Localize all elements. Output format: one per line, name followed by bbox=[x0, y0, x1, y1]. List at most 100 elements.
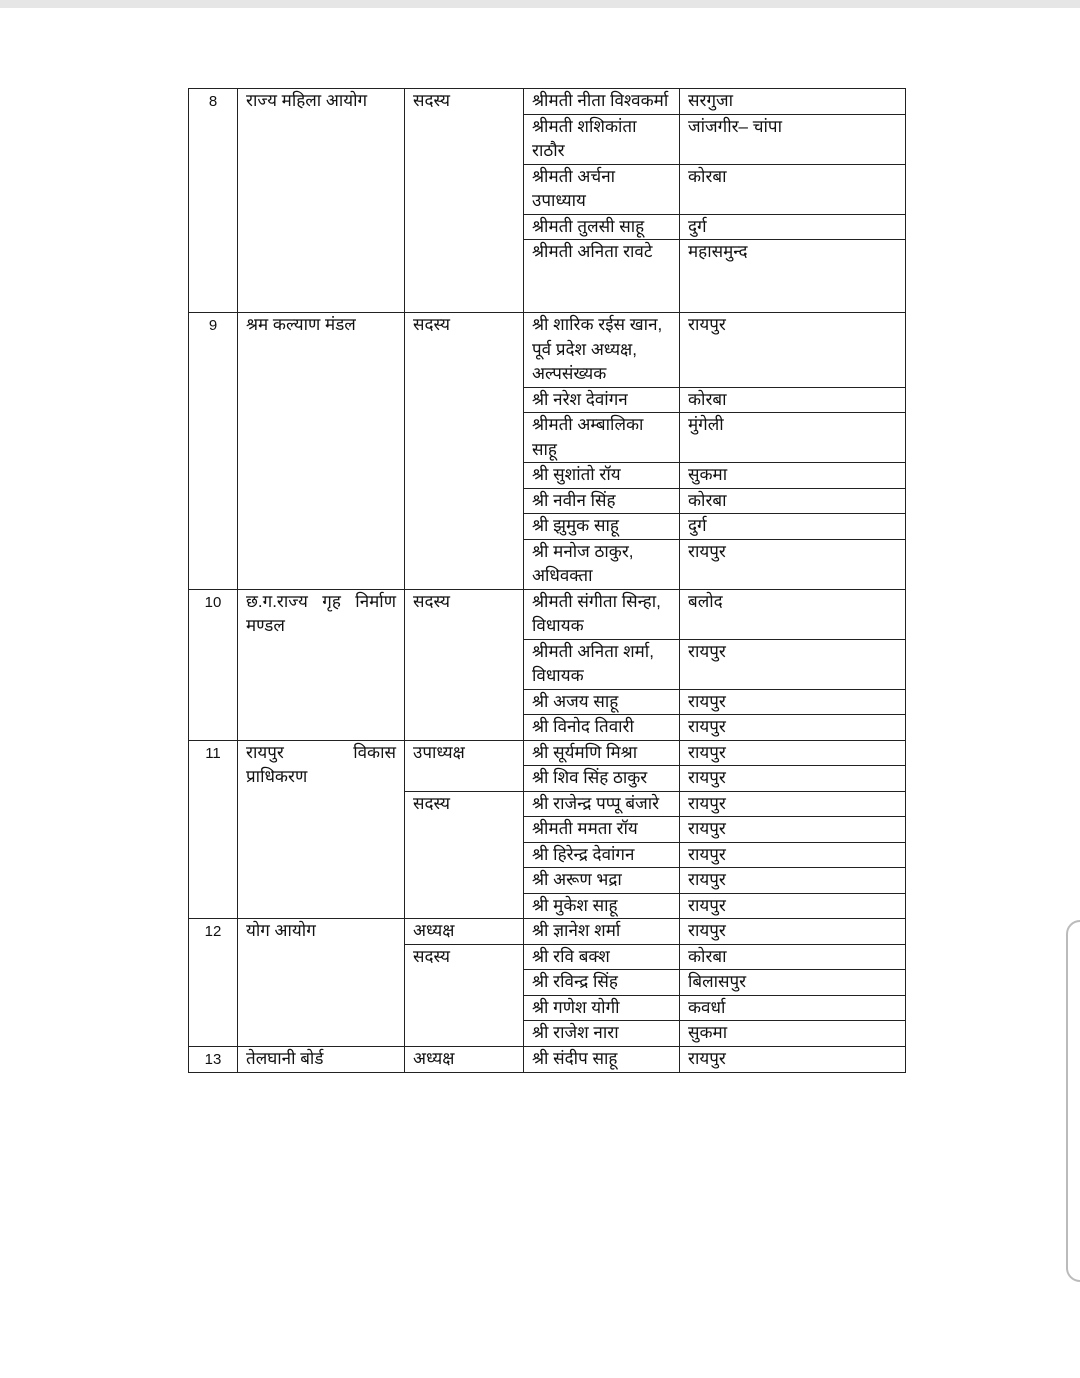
member-name: श्री झुमुक साहू bbox=[523, 513, 680, 540]
district: रायपुर bbox=[679, 918, 906, 945]
table-row: 10 छ.ग.राज्य गृह निर्माण मण्डल सदस्य श्रीमत… bbox=[188, 588, 906, 741]
member-name: श्रीमती शशिकांता राठौर bbox=[523, 113, 680, 165]
table-row: श्रीमती अर्चना उपाध्याय कोरबा bbox=[189, 163, 906, 215]
role: उपाध्यक्ष bbox=[404, 739, 524, 792]
body-name: श्रम कल्याण मंडल bbox=[237, 312, 405, 590]
member-name: श्री विनोद तिवारी bbox=[523, 714, 680, 741]
member-name: श्री नवीन सिंह bbox=[523, 487, 680, 514]
body-name: तेलघानी बोर्ड bbox=[237, 1045, 405, 1073]
district: रायपुर bbox=[679, 638, 906, 690]
table-body: 8 राज्य महिला आयोग सदस्य श्रीमती नीता विश्व… bbox=[188, 88, 906, 1073]
member-name: श्री सुशांतो रॉय bbox=[523, 462, 680, 489]
role: सदस्य bbox=[404, 943, 524, 1047]
district: सरगुजा bbox=[679, 88, 906, 115]
district: रायपुर bbox=[679, 714, 906, 741]
serial-number: 10 bbox=[188, 588, 238, 741]
table-row: श्रीमती अनिता शर्मा, विधायक रायपुर bbox=[189, 638, 906, 690]
member-name: श्रीमती अम्बालिका साहू bbox=[523, 412, 680, 463]
table-row: श्रीमती अनिता रावटे महासमुन्द bbox=[189, 239, 906, 313]
role: सदस्य bbox=[404, 790, 524, 919]
member-name: श्रीमती नीता विश्वकर्मा bbox=[523, 88, 680, 115]
table-row: श्री अरूण भद्रा रायपुर bbox=[189, 867, 906, 894]
table-row: श्री राजेश नारा सुकमा bbox=[189, 1020, 906, 1047]
district: सुकमा bbox=[679, 1020, 906, 1047]
serial-number: 11 bbox=[188, 739, 238, 919]
district: रायपुर bbox=[679, 538, 906, 590]
member-name: श्री रवि बक्श bbox=[523, 943, 680, 970]
district: बिलासपुर bbox=[679, 969, 906, 996]
table-row: श्री मनोज ठाकुर, अधिवक्ता रायपुर bbox=[189, 538, 906, 590]
district: रायपुर bbox=[679, 867, 906, 894]
district: बलोद bbox=[679, 588, 906, 640]
table-row: श्रीमती अम्बालिका साहू मुंगेली bbox=[189, 412, 906, 463]
member-name: श्री रविन्द्र सिंह bbox=[523, 969, 680, 996]
district: रायपुर bbox=[679, 816, 906, 843]
district: रायपुर bbox=[679, 841, 906, 868]
district: सुकमा bbox=[679, 462, 906, 489]
serial-number: 12 bbox=[188, 918, 238, 1047]
member-name: श्रीमती अनिता रावटे bbox=[523, 239, 680, 313]
table-row: श्री गणेश योगी कवर्धा bbox=[189, 994, 906, 1021]
district: रायपुर bbox=[679, 790, 906, 817]
district: रायपुर bbox=[679, 1045, 906, 1073]
table-row: सदस्य श्री राजेन्द्र पप्पू बंजारे रायपुर bbox=[189, 790, 906, 919]
table-row: 9 श्रम कल्याण मंडल सदस्य श्री शारिक रईस खान… bbox=[188, 312, 906, 590]
table-row: श्री नरेश देवांगन कोरबा bbox=[189, 386, 906, 413]
side-panel-handle[interactable] bbox=[1066, 920, 1080, 1282]
member-name: श्री हिरेन्द्र देवांगन bbox=[523, 841, 680, 868]
body-name: छ.ग.राज्य गृह निर्माण मण्डल bbox=[237, 588, 405, 741]
member-name: श्रीमती अनिता शर्मा, विधायक bbox=[523, 638, 680, 690]
body-name: रायपुर विकास प्राधिकरण bbox=[237, 739, 405, 919]
district: दुर्ग bbox=[679, 213, 906, 240]
member-name: श्रीमती अर्चना उपाध्याय bbox=[523, 163, 680, 215]
serial-number: 9 bbox=[188, 312, 238, 590]
member-name: श्री राजेन्द्र पप्पू बंजारे bbox=[523, 790, 680, 817]
member-name: श्रीमती तुलसी साहू bbox=[523, 213, 680, 240]
district: रायपुर bbox=[679, 688, 906, 715]
district: रायपुर bbox=[679, 892, 906, 919]
table-row: 11 रायपुर विकास प्राधिकरण उपाध्यक्ष श्री सू… bbox=[188, 739, 906, 919]
district: कोरबा bbox=[679, 943, 906, 970]
member-name: श्री सूर्यमणि मिश्रा bbox=[523, 739, 680, 766]
table-row: श्रीमती तुलसी साहू दुर्ग bbox=[189, 213, 906, 240]
district: रायपुर bbox=[679, 765, 906, 792]
table-row: 12 योग आयोग अध्यक्ष श्री ज्ञानेश शर्मा रायपु… bbox=[188, 918, 906, 1047]
member-name: श्री मुकेश साहू bbox=[523, 892, 680, 919]
table-row: श्रीमती शशिकांता राठौर जांजगीर– चांपा bbox=[189, 113, 906, 165]
member-name: श्री मनोज ठाकुर, अधिवक्ता bbox=[523, 538, 680, 590]
district: रायपुर bbox=[679, 312, 906, 388]
district: कोरबा bbox=[679, 487, 906, 514]
serial-number: 8 bbox=[188, 88, 238, 313]
district: कोरबा bbox=[679, 163, 906, 215]
district: कोरबा bbox=[679, 386, 906, 413]
table-row: श्री नवीन सिंह कोरबा bbox=[189, 487, 906, 514]
table-row: 8 राज्य महिला आयोग सदस्य श्रीमती नीता विश्व… bbox=[188, 88, 906, 313]
district: मुंगेली bbox=[679, 412, 906, 463]
table-row: श्री विनोद तिवारी रायपुर bbox=[189, 714, 906, 741]
member-name: श्री नरेश देवांगन bbox=[523, 386, 680, 413]
district: महासमुन्द bbox=[679, 239, 906, 313]
member-name: श्री शिव सिंह ठाकुर bbox=[523, 765, 680, 792]
member-name: श्री अजय साहू bbox=[523, 688, 680, 715]
body-name: राज्य महिला आयोग bbox=[237, 88, 405, 313]
member-name: श्री शारिक रईस खान, पूर्व प्रदेश अध्यक्ष… bbox=[523, 312, 680, 388]
appointments-table: 8 राज्य महिला आयोग सदस्य श्रीमती नीता विश्व… bbox=[188, 88, 906, 1073]
member-name: श्रीमती ममता रॉय bbox=[523, 816, 680, 843]
body-name: योग आयोग bbox=[237, 918, 405, 1047]
role: अध्यक्ष bbox=[404, 918, 524, 945]
role: अध्यक्ष bbox=[404, 1045, 524, 1073]
district: जांजगीर– चांपा bbox=[679, 113, 906, 165]
role: सदस्य bbox=[404, 312, 524, 590]
member-name: श्री संदीप साहू bbox=[523, 1045, 680, 1073]
top-bar bbox=[0, 0, 1080, 8]
district: कवर्धा bbox=[679, 994, 906, 1021]
role: सदस्य bbox=[404, 88, 524, 313]
member-name: श्रीमती संगीता सिन्हा, विधायक bbox=[523, 588, 680, 640]
table-row: श्री सुशांतो रॉय सुकमा bbox=[189, 462, 906, 489]
member-name: श्री अरूण भद्रा bbox=[523, 867, 680, 894]
table-row: 13 तेलघानी बोर्ड अध्यक्ष श्री संदीप साहू राय… bbox=[188, 1045, 906, 1073]
role: सदस्य bbox=[404, 588, 524, 741]
table-row: श्री शिव सिंह ठाकुर रायपुर bbox=[189, 765, 906, 792]
table-row: श्रीमती ममता रॉय रायपुर bbox=[189, 816, 906, 843]
table-row: श्री झुमुक साहू दुर्ग bbox=[189, 513, 906, 540]
